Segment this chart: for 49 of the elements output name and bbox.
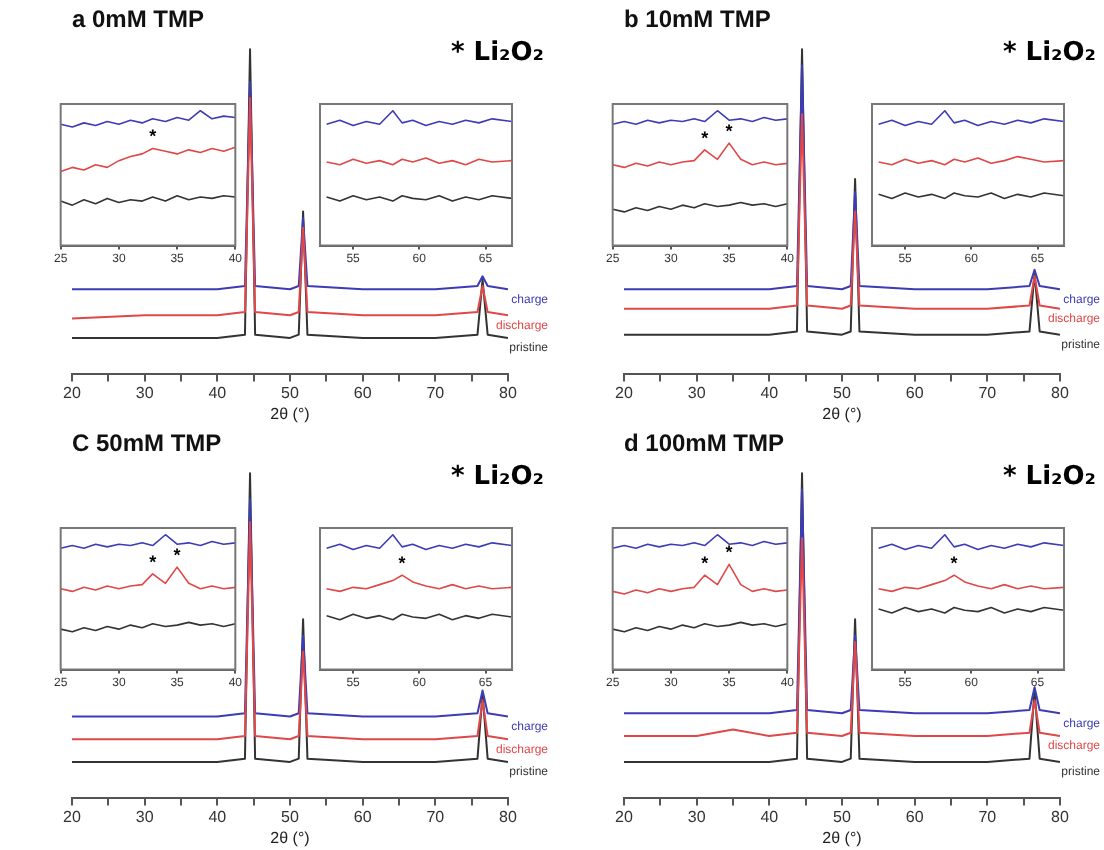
annotation: * Li₂O₂ (450, 461, 544, 492)
annotation: * (725, 121, 734, 142)
x-tick-label: 80 (499, 383, 518, 402)
x-axis-title: 2θ (°) (822, 828, 863, 847)
x-tick-label: 80 (1051, 807, 1070, 826)
x-tick-label: 50 (833, 807, 852, 826)
annotation: * (950, 553, 959, 574)
x-axis-title: 2θ (°) (270, 828, 311, 847)
chart-title: C 50mM TMP (72, 429, 222, 458)
x-tick-label: 70 (426, 807, 446, 826)
annotation: * (398, 553, 407, 574)
x-tick-label: 40 (760, 807, 780, 826)
x-tick-label: 40 (208, 383, 228, 402)
chart-title: d 100mM TMP (624, 429, 785, 458)
chart-title: b 10mM TMP (624, 5, 771, 34)
annotation: * (701, 553, 710, 574)
annotation: * (149, 126, 158, 147)
x-tick-label: 50 (833, 383, 852, 402)
x-tick-label: 30 (135, 383, 155, 402)
x-tick-label: 80 (1051, 383, 1070, 402)
annotation: * Li₂O₂ (1002, 461, 1096, 492)
annotation: * Li₂O₂ (1002, 37, 1096, 68)
x-tick-label: 50 (281, 807, 300, 826)
annotation: * (173, 545, 182, 566)
x-tick-label: 30 (687, 807, 707, 826)
x-tick-label: 80 (499, 807, 518, 826)
x-axis-title: 2θ (°) (822, 404, 863, 423)
x-tick-label: 20 (63, 807, 82, 826)
annotation: * (149, 551, 158, 572)
chart-title: a 0mM TMP (72, 5, 205, 34)
x-tick-label: 20 (63, 383, 82, 402)
x-tick-label: 70 (978, 807, 998, 826)
x-tick-label: 70 (978, 383, 998, 402)
x-tick-label: 20 (615, 383, 634, 402)
x-tick-label: 60 (353, 807, 373, 826)
x-tick-label: 40 (208, 807, 228, 826)
x-tick-label: 60 (905, 383, 925, 402)
x-tick-label: 30 (135, 807, 155, 826)
x-tick-label: 70 (426, 383, 446, 402)
annotation: * (725, 542, 734, 563)
x-tick-label: 20 (615, 807, 634, 826)
annotation: * (701, 127, 710, 148)
x-tick-label: 60 (905, 807, 925, 826)
x-axis-title: 2θ (°) (270, 404, 311, 423)
x-tick-label: 30 (687, 383, 707, 402)
x-tick-label: 60 (353, 383, 373, 402)
x-tick-label: 50 (281, 383, 300, 402)
x-tick-label: 40 (760, 383, 780, 402)
annotation: * Li₂O₂ (450, 37, 544, 68)
